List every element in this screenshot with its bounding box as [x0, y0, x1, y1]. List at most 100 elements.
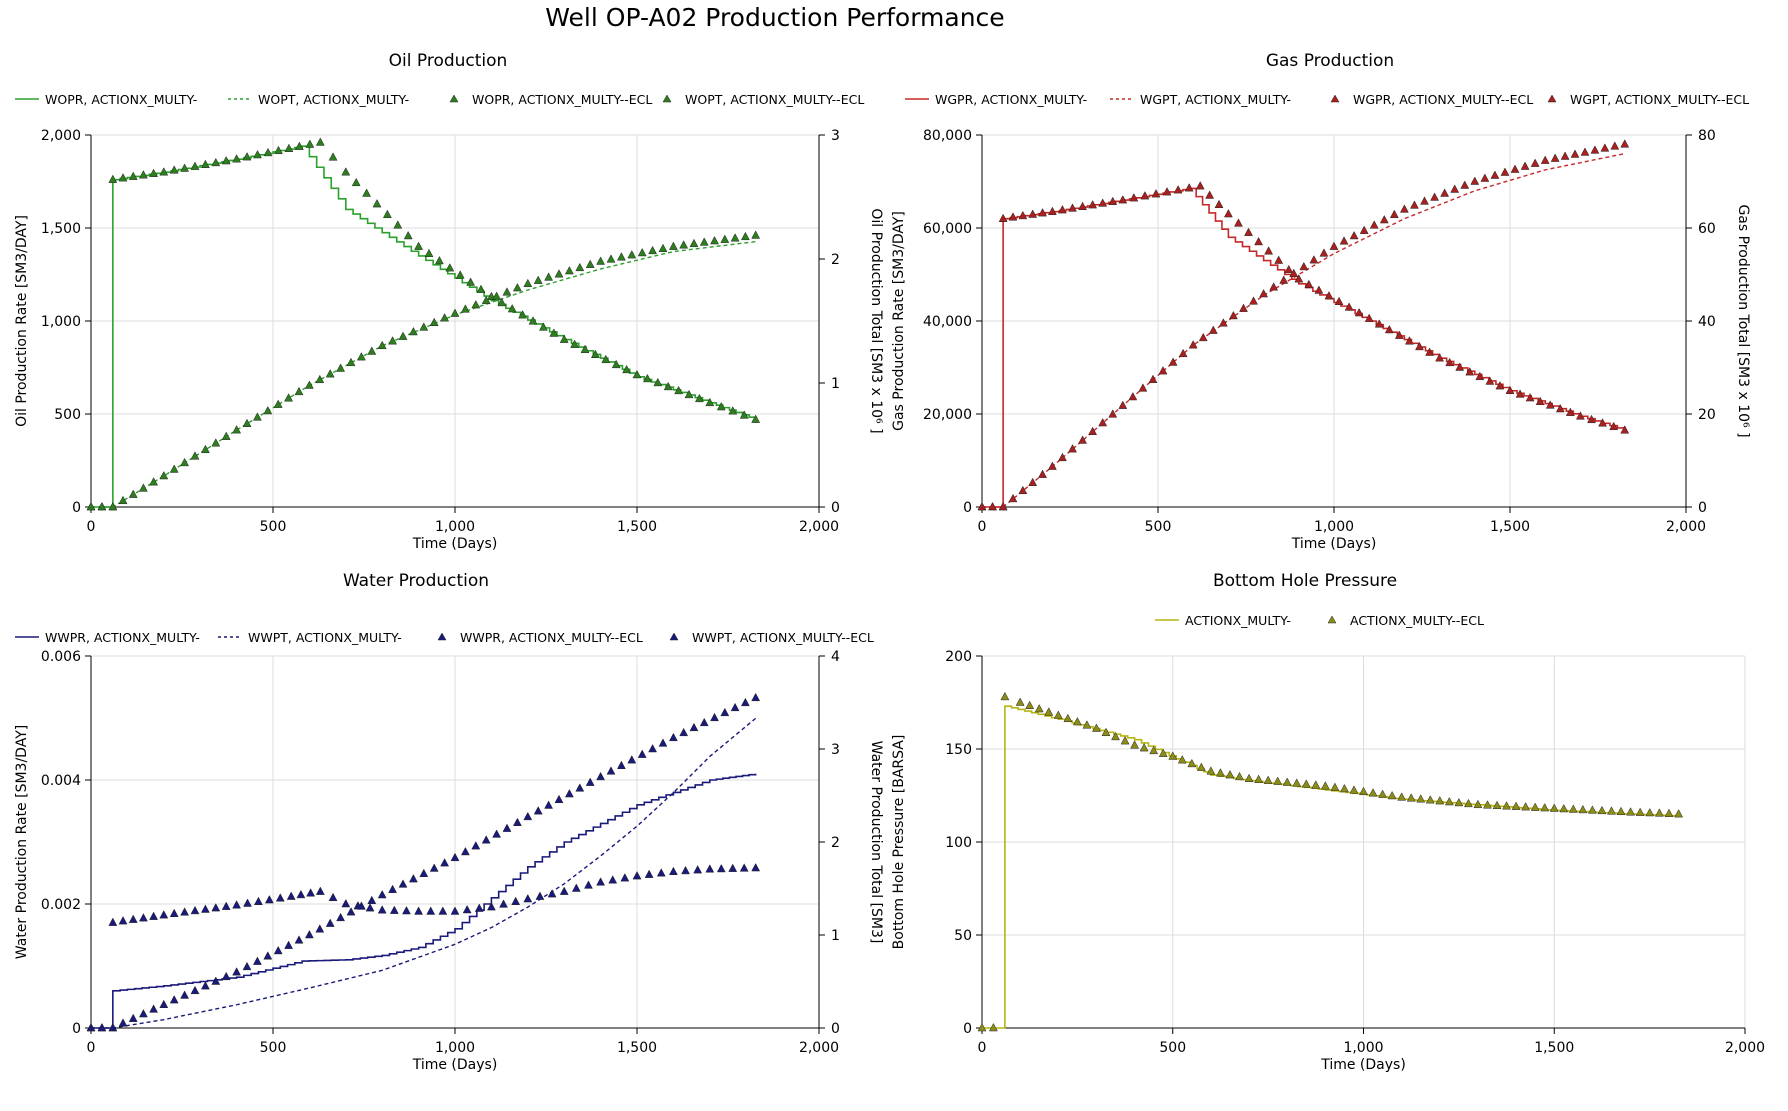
data-marker [1510, 164, 1520, 173]
data-marker [1047, 206, 1057, 215]
data-marker [694, 393, 704, 403]
x-tick-label: 1,000 [1343, 1040, 1383, 1056]
data-marker [596, 256, 606, 265]
data-marker [608, 875, 618, 884]
y2-tick-label: 0 [831, 500, 840, 516]
y2-tick-label: 4 [831, 649, 840, 665]
data-marker [128, 914, 138, 923]
data-marker [1223, 209, 1233, 218]
data-marker [1525, 393, 1535, 402]
data-marker [1490, 170, 1500, 179]
data-marker [1550, 153, 1560, 162]
data-marker [1483, 800, 1492, 809]
bhp-chart: Bottom Hole Pressure 0 500 1,000 1,500 2,000 0… [891, 571, 1765, 1073]
data-marker [232, 154, 242, 163]
data-marker [408, 326, 418, 336]
data-marker [1440, 188, 1450, 197]
data-marker [1425, 795, 1435, 804]
data-marker [393, 220, 403, 229]
y-tick-label: 0 [72, 1021, 81, 1037]
data-marker [1314, 285, 1324, 294]
y-axis-label: Bottom Hole Pressure [BARSA] [891, 735, 907, 950]
data-marker [1000, 691, 1010, 701]
data-marker [1620, 425, 1630, 434]
legend-marker-icon [1327, 615, 1337, 624]
data-marker [1038, 208, 1047, 217]
y-tick-label: 200 [945, 649, 972, 665]
data-marker [138, 1009, 148, 1018]
data-marker [751, 692, 761, 702]
x-axis-label: Time (Days) [1320, 1057, 1406, 1073]
data-marker [341, 167, 351, 176]
data-marker [1282, 777, 1292, 786]
data-marker [998, 501, 1008, 511]
data-marker [1559, 803, 1569, 813]
data-marker [705, 864, 715, 873]
data-marker [1092, 723, 1101, 732]
data-marker [492, 291, 502, 300]
data-marker [190, 985, 200, 995]
data-marker [306, 888, 316, 897]
data-marker [740, 231, 750, 241]
data-marker [596, 771, 606, 781]
data-marker [1545, 400, 1555, 409]
data-marker [632, 369, 642, 379]
data-marker [710, 712, 719, 722]
data-marker [689, 722, 699, 732]
legend-label: WWPT, ACTIONX_MULTY- [248, 630, 402, 645]
data-marker [596, 877, 606, 886]
data-marker [512, 283, 522, 292]
data-marker [533, 275, 543, 284]
data-marker [533, 806, 543, 815]
data-marker [1379, 214, 1389, 224]
data-marker [1674, 809, 1684, 818]
y-tick-label: 60,000 [923, 221, 972, 237]
data-marker [118, 1018, 128, 1027]
data-marker [559, 886, 569, 895]
data-marker [1244, 227, 1253, 236]
data-marker [1269, 282, 1279, 291]
data-marker [580, 344, 590, 353]
y-tick-label: 80,000 [923, 128, 972, 144]
legend-label: WWPR, ACTIONX_MULTY- [45, 630, 200, 645]
data-marker [294, 935, 304, 944]
data-marker [1324, 291, 1334, 300]
data-marker [263, 405, 273, 415]
data-marker [668, 241, 678, 250]
data-marker [1364, 313, 1374, 322]
data-marker [1098, 418, 1108, 427]
data-marker [492, 829, 502, 838]
data-marker [388, 336, 398, 345]
data-marker [232, 967, 242, 976]
x-tick-label: 0 [978, 519, 987, 535]
data-marker [377, 905, 387, 914]
data-marker [211, 903, 221, 912]
data-marker [627, 250, 637, 259]
data-marker [486, 902, 496, 911]
data-marker [476, 284, 486, 293]
data-marker [699, 717, 709, 727]
x-tick-label: 0 [87, 519, 96, 535]
data-marker [273, 945, 283, 955]
data-marker [1289, 268, 1299, 277]
data-marker [616, 760, 626, 769]
data-marker [1500, 167, 1510, 176]
data-marker [1570, 149, 1580, 158]
y2-tick-label: 3 [831, 128, 840, 144]
data-marker [180, 990, 190, 999]
data-marker [1304, 279, 1314, 289]
y-axis-label: Oil Production Rate [SM3/DAY] [14, 215, 30, 427]
data-marker [190, 451, 200, 460]
data-marker [668, 732, 678, 742]
data-marker [1244, 773, 1254, 783]
data-marker [402, 905, 411, 915]
data-marker [474, 903, 484, 912]
data-marker [243, 898, 252, 907]
data-marker [86, 1022, 96, 1032]
data-marker [252, 412, 262, 421]
data-marker [336, 363, 346, 372]
data-marker [1254, 236, 1263, 246]
data-marker [1359, 786, 1368, 796]
legend-label: WWPR, ACTIONX_MULTY--ECL [460, 630, 643, 645]
data-marker [108, 917, 118, 926]
